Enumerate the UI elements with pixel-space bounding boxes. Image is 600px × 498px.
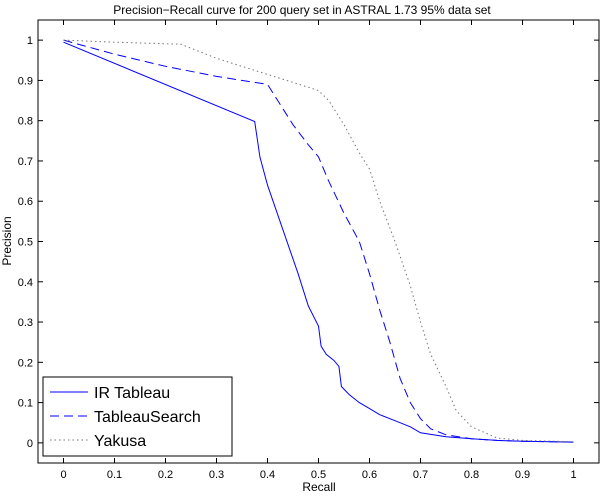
- y-tick-label: 0.9: [18, 75, 33, 87]
- series-layer: [63, 39, 574, 443]
- series-line-ir-tableau: [63, 41, 574, 443]
- x-tick-label: 0.3: [209, 469, 224, 481]
- x-axis-ticks: 0 0.1 0.2 0.3 0.4 0.5 0.6 0.7 0.8 0.9 1: [60, 20, 577, 481]
- series-line-tableausearch: [63, 39, 574, 443]
- legend: IR Tableau TableauSearch Yakusa: [42, 376, 233, 457]
- x-tick-label: 0: [60, 469, 66, 481]
- y-tick-label: 0.1: [18, 398, 33, 410]
- x-tick-label: 0.5: [311, 469, 326, 481]
- series-line-yakusa: [63, 39, 574, 443]
- y-tick-label: 1: [27, 35, 33, 47]
- x-tick-label: 0.6: [362, 469, 377, 481]
- legend-box: [42, 376, 233, 457]
- legend-label: IR Tableau: [94, 385, 170, 402]
- y-axis-ticks: 0 0.1 0.2 0.3 0.4 0.5 0.6 0.7 0.8 0.9 1: [18, 35, 599, 450]
- y-tick-label: 0.2: [18, 357, 33, 369]
- y-tick-label: 0.3: [18, 317, 33, 329]
- x-tick-label: 0.2: [158, 469, 173, 481]
- x-tick-label: 1: [570, 469, 576, 481]
- x-tick-label: 0.9: [515, 469, 530, 481]
- y-tick-label: 0.6: [18, 196, 33, 208]
- y-tick-label: 0.8: [18, 116, 33, 128]
- chart-title: Precision−Recall curve for 200 query set…: [113, 3, 491, 17]
- legend-label: TableauSearch: [94, 409, 201, 426]
- legend-label: Yakusa: [94, 433, 146, 450]
- x-tick-label: 0.8: [464, 469, 479, 481]
- x-tick-label: 0.1: [107, 469, 122, 481]
- y-axis-label: Precision: [0, 216, 14, 265]
- y-tick-label: 0.5: [18, 237, 33, 249]
- x-tick-label: 0.4: [260, 469, 275, 481]
- x-axis-label: Recall: [302, 480, 335, 493]
- x-tick-label: 0.7: [413, 469, 428, 481]
- y-tick-label: 0: [27, 438, 33, 450]
- y-tick-label: 0.7: [18, 156, 33, 168]
- y-tick-label: 0.4: [18, 277, 33, 289]
